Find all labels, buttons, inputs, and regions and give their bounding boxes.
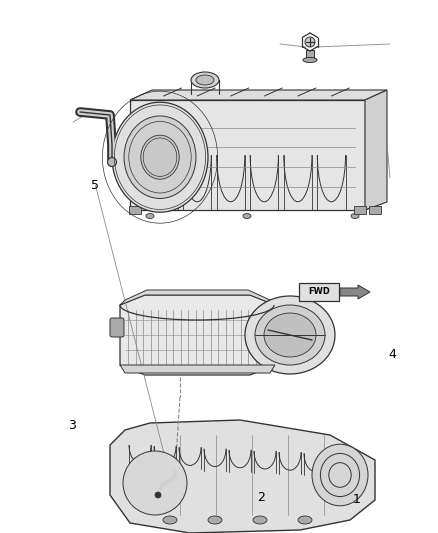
Ellipse shape [243,214,251,219]
Text: FWD: FWD [308,287,330,296]
Ellipse shape [298,516,312,524]
Ellipse shape [264,313,316,357]
Text: 5: 5 [92,179,99,192]
Ellipse shape [253,516,267,524]
FancyBboxPatch shape [110,318,124,337]
Polygon shape [120,295,275,375]
Text: 4: 4 [388,348,396,361]
Ellipse shape [112,102,208,212]
FancyBboxPatch shape [299,283,339,301]
Ellipse shape [124,116,196,198]
FancyBboxPatch shape [354,206,366,214]
Polygon shape [120,290,275,305]
FancyBboxPatch shape [129,206,141,214]
Ellipse shape [163,516,177,524]
Ellipse shape [146,214,154,219]
Ellipse shape [196,75,214,85]
Polygon shape [110,420,375,533]
Polygon shape [268,310,280,360]
Ellipse shape [123,451,187,515]
Ellipse shape [303,58,317,62]
Polygon shape [130,90,387,100]
Polygon shape [130,100,365,210]
Ellipse shape [245,296,335,374]
Ellipse shape [191,72,219,88]
FancyArrow shape [340,285,370,299]
Text: 1: 1 [353,493,361,506]
Polygon shape [130,202,385,210]
Polygon shape [120,365,275,373]
Ellipse shape [155,492,161,498]
Ellipse shape [208,516,222,524]
Ellipse shape [255,305,325,365]
Ellipse shape [312,444,368,506]
Ellipse shape [305,37,315,47]
Text: 3: 3 [68,419,76,432]
FancyBboxPatch shape [369,206,381,214]
Polygon shape [365,90,387,210]
Text: 2: 2 [257,491,265,504]
FancyBboxPatch shape [306,50,314,60]
Ellipse shape [107,157,117,166]
Ellipse shape [351,214,359,219]
Ellipse shape [141,135,179,179]
